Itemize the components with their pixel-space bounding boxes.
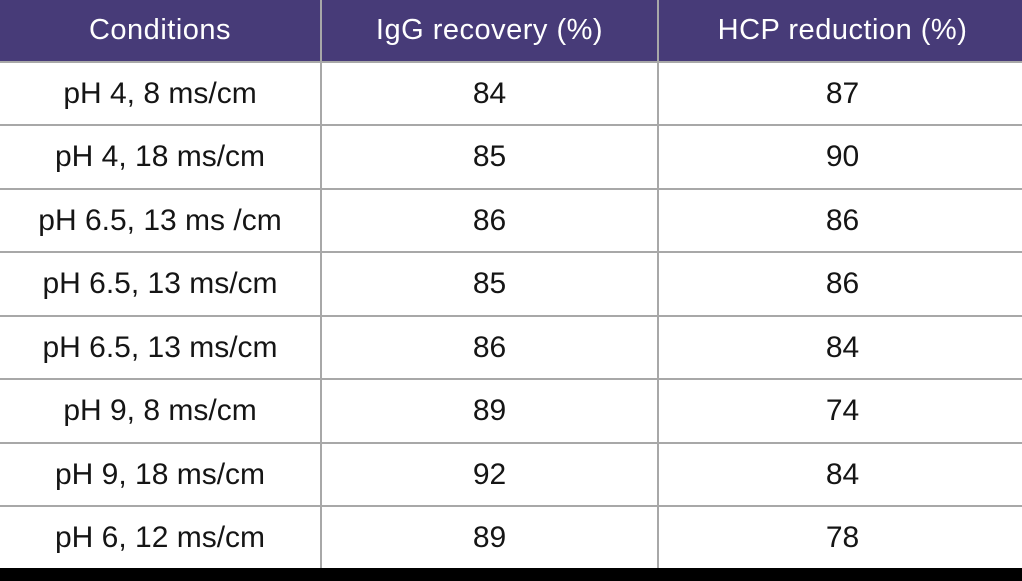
condition-cell: pH 6.5, 13 ms/cm [0,251,322,317]
igg-value-cell: 86 [320,187,659,254]
table-row: pH 6, 12 ms/cm 89 78 [0,505,1022,568]
table-row: pH 6.5, 13 ms /cm 86 86 [0,187,1022,254]
header-cell-igg-recovery: IgG recovery (%) [320,0,659,63]
header-row: Conditions IgG recovery (%) HCP reductio… [0,0,1022,63]
hcp-value-cell: 90 [657,124,1022,190]
header-cell-hcp-reduction: HCP reduction (%) [657,0,1022,63]
igg-value-cell: 85 [320,251,659,317]
bottom-black-bar [0,568,1022,581]
condition-cell: pH 9, 8 ms/cm [0,378,322,444]
igg-value-cell: 85 [320,124,659,190]
table-row: pH 9, 18 ms/cm 92 84 [0,441,1022,508]
condition-cell: pH 9, 18 ms/cm [0,441,322,508]
results-table: Conditions IgG recovery (%) HCP reductio… [0,0,1022,568]
condition-cell: pH 4, 18 ms/cm [0,124,322,190]
igg-value-cell: 92 [320,441,659,508]
table-body: pH 4, 8 ms/cm 84 87 pH 4, 18 ms/cm 85 90… [0,60,1022,568]
condition-cell: pH 6, 12 ms/cm [0,505,322,568]
igg-value-cell: 84 [320,60,659,127]
hcp-value-cell: 86 [657,251,1022,317]
table-row: pH 4, 18 ms/cm 85 90 [0,124,1022,190]
table-row: pH 9, 8 ms/cm 89 74 [0,378,1022,444]
hcp-value-cell: 87 [657,60,1022,127]
hcp-value-cell: 74 [657,378,1022,444]
condition-cell: pH 6.5, 13 ms/cm [0,314,322,381]
hcp-value-cell: 86 [657,187,1022,254]
hcp-value-cell: 84 [657,441,1022,508]
hcp-value-cell: 78 [657,505,1022,568]
igg-value-cell: 89 [320,505,659,568]
table-row: pH 6.5, 13 ms/cm 86 84 [0,314,1022,381]
header-cell-conditions: Conditions [0,0,322,63]
condition-cell: pH 6.5, 13 ms /cm [0,187,322,254]
hcp-value-cell: 84 [657,314,1022,381]
igg-value-cell: 86 [320,314,659,381]
condition-cell: pH 4, 8 ms/cm [0,60,322,127]
table-row: pH 6.5, 13 ms/cm 85 86 [0,251,1022,317]
table-header: Conditions IgG recovery (%) HCP reductio… [0,0,1022,63]
igg-value-cell: 89 [320,378,659,444]
table-row: pH 4, 8 ms/cm 84 87 [0,60,1022,127]
